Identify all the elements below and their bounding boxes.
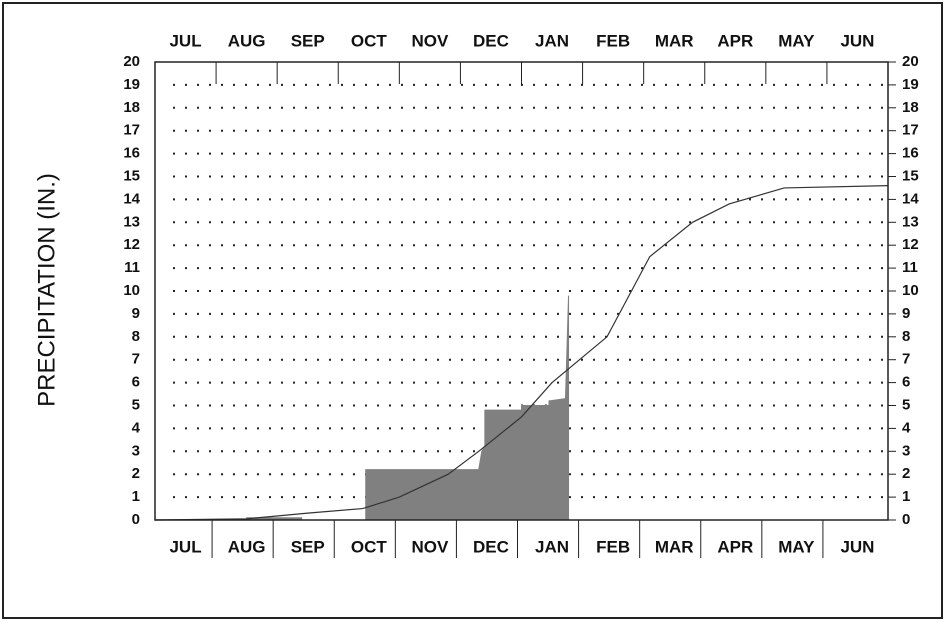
month-label-top: MAY	[778, 31, 815, 50]
y-tick-label: 14	[123, 190, 140, 207]
y-tick-label: 17	[123, 122, 140, 139]
month-label-bottom: JUL	[169, 537, 201, 556]
y-tick-label-right: 9	[902, 305, 910, 322]
month-label-top: NOV	[411, 31, 449, 50]
y-tick-label: 18	[123, 99, 140, 116]
y-tick-label: 4	[132, 419, 141, 436]
month-label-bottom: SEP	[291, 537, 325, 556]
y-tick-label-right: 3	[902, 442, 910, 459]
y-tick-label: 7	[132, 351, 140, 368]
y-tick-label-right: 17	[902, 122, 919, 139]
month-label-top: DEC	[473, 31, 509, 50]
y-tick-label: 2	[132, 465, 140, 482]
y-tick-label-right: 18	[902, 99, 919, 116]
y-tick-label-right: 1	[902, 488, 910, 505]
month-label-bottom: JUN	[840, 537, 874, 556]
y-tick-label-right: 4	[902, 419, 911, 436]
plot-frame	[154, 61, 889, 521]
y-tick-label: 8	[132, 328, 140, 345]
y-tick-label-right: 8	[902, 328, 910, 345]
month-label-bottom: MAY	[778, 537, 815, 556]
y-tick-label-right: 20	[902, 53, 919, 70]
y-tick-label-right: 2	[902, 465, 910, 482]
month-label-bottom: NOV	[411, 537, 449, 556]
y-tick-label-right: 16	[902, 145, 919, 162]
y-tick-label: 19	[123, 76, 140, 93]
month-label-top: JUL	[169, 31, 201, 50]
month-label-top: OCT	[351, 31, 388, 50]
month-label-bottom: APR	[717, 537, 753, 556]
month-label-bottom: OCT	[351, 537, 388, 556]
y-tick-label-right: 13	[902, 213, 919, 230]
y-tick-label-right: 12	[902, 236, 919, 253]
y-tick-label-right: 0	[902, 511, 910, 528]
y-tick-label: 13	[123, 213, 140, 230]
month-label-top: MAR	[655, 31, 694, 50]
month-label-bottom: DEC	[473, 537, 509, 556]
y-tick-label: 16	[123, 145, 140, 162]
month-label-top: SEP	[291, 31, 325, 50]
month-label-bottom: MAR	[655, 537, 694, 556]
normal-line	[154, 185, 889, 521]
y-tick-label-right: 11	[902, 259, 918, 276]
month-label-top: JUN	[840, 31, 874, 50]
y-tick-label: 5	[132, 396, 140, 413]
y-tick-label: 10	[123, 282, 140, 299]
y-tick-label: 11	[124, 259, 140, 276]
month-label-top: FEB	[596, 31, 630, 50]
y-tick-label-right: 7	[902, 351, 910, 368]
y-tick-label-right: 14	[902, 190, 919, 207]
y-tick-label-right: 15	[902, 167, 919, 184]
month-label-top: JAN	[535, 31, 569, 50]
y-tick-label: 20	[123, 53, 140, 70]
month-label-bottom: JAN	[535, 537, 569, 556]
y-tick-label-right: 19	[902, 76, 919, 93]
y-axis-label: PRECIPITATION (IN.)	[33, 173, 60, 407]
y-tick-label: 9	[132, 305, 140, 322]
y-tick-label-right: 6	[902, 374, 910, 391]
month-label-top: AUG	[228, 31, 266, 50]
y-tick-label: 6	[132, 374, 140, 391]
y-tick-label: 1	[132, 488, 140, 505]
y-tick-label-right: 5	[902, 396, 910, 413]
y-tick-label: 0	[132, 511, 140, 528]
month-label-top: APR	[717, 31, 753, 50]
month-label-bottom: AUG	[228, 537, 266, 556]
y-tick-label: 15	[123, 167, 140, 184]
month-label-bottom: FEB	[596, 537, 630, 556]
y-tick-label: 12	[123, 236, 140, 253]
y-tick-label: 3	[132, 442, 140, 459]
actual-area	[246, 295, 570, 521]
y-tick-label-right: 10	[902, 282, 919, 299]
